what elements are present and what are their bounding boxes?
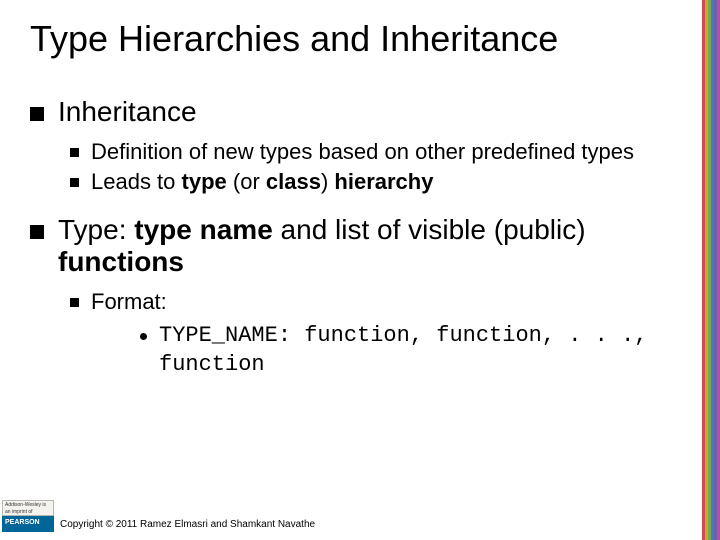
slide-title: Type Hierarchies and Inheritance: [30, 18, 558, 60]
square-bullet-icon: [70, 298, 79, 307]
lvl3-group: TYPE_NAME: function, function, . . ., fu…: [140, 322, 680, 379]
copyright-footer: Copyright © 2011 Ramez Elmasri and Shamk…: [60, 519, 315, 530]
logo-top-text: Addison-Wesley is an imprint of: [2, 500, 54, 516]
logo-bottom-text: PEARSON: [2, 516, 54, 532]
bullet-lvl2: Leads to type (or class) hierarchy: [70, 168, 680, 196]
publisher-logo: Addison-Wesley is an imprint of PEARSON: [2, 500, 54, 536]
bullet-lvl1: Type: type name and list of visible (pub…: [30, 214, 680, 278]
square-bullet-icon: [70, 178, 79, 187]
bullet-lvl1: Inheritance: [30, 96, 680, 128]
dot-bullet-icon: [140, 333, 147, 340]
bullet-text: Inheritance: [58, 96, 197, 128]
square-bullet-icon: [30, 107, 44, 121]
square-bullet-icon: [70, 148, 79, 157]
bullet-text: Definition of new types based on other p…: [91, 138, 634, 166]
bullet-text: TYPE_NAME: function, function, . . ., fu…: [159, 322, 680, 379]
square-bullet-icon: [30, 225, 44, 239]
lvl2-group: Definition of new types based on other p…: [70, 138, 680, 196]
slide-container: Type Hierarchies and Inheritance Inherit…: [0, 0, 720, 540]
bullet-text: Format:: [91, 288, 167, 316]
bullet-text: Type: type name and list of visible (pub…: [58, 214, 680, 278]
bullet-text: Leads to type (or class) hierarchy: [91, 168, 433, 196]
bullet-lvl2: Definition of new types based on other p…: [70, 138, 680, 166]
slide-content: Inheritance Definition of new types base…: [30, 96, 680, 398]
bullet-lvl2: Format:: [70, 288, 680, 316]
decorative-stripes: [702, 0, 720, 540]
lvl2-group: Format: TYPE_NAME: function, function, .…: [70, 288, 680, 379]
bullet-lvl3: TYPE_NAME: function, function, . . ., fu…: [140, 322, 680, 379]
